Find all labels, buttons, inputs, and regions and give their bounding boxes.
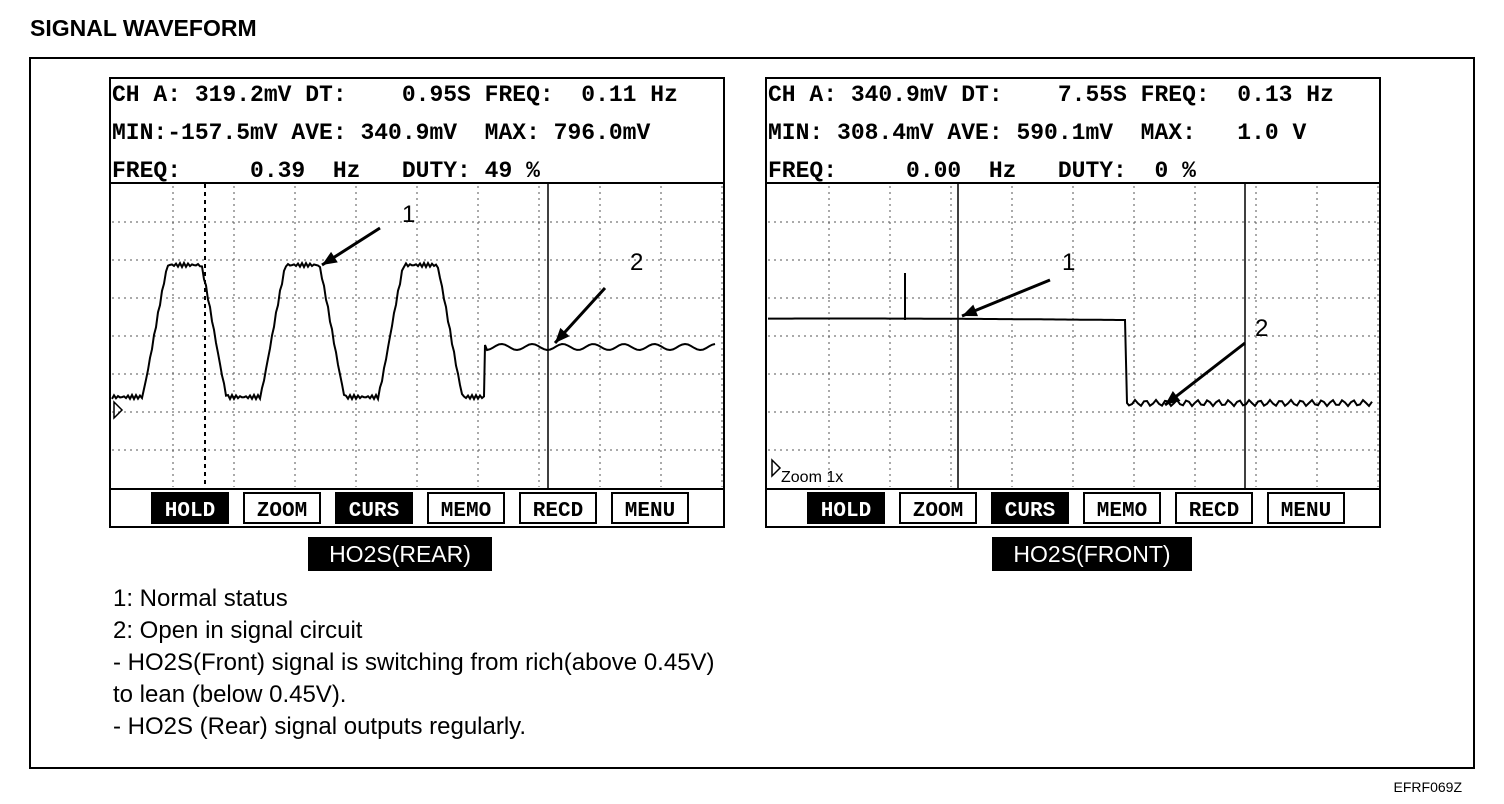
trigger-marker [113,400,124,420]
readout-line: CH A: 340.9mV DT: 7.55S FREQ: 0.13 Hz [768,82,1334,108]
trace [768,317,1373,408]
button-box [427,492,505,524]
button-label: MENU [625,500,675,523]
note-line: - HO2S (Rear) signal outputs regularly. [113,713,526,740]
note-line: to lean (below 0.45V). [113,681,346,708]
arrow-head [962,304,978,317]
button-label: MEMO [441,500,491,523]
button-label: ZOOM [257,500,307,523]
button-box [335,492,413,524]
panel-label-box [308,537,492,571]
button-box [1267,492,1345,524]
button-label: RECD [533,500,583,523]
readout-line: CH A: 319.2mV DT: 0.95S FREQ: 0.11 Hz [112,82,678,108]
callout: 1 [1062,249,1075,276]
title: SIGNAL WAVEFORM [30,15,257,41]
button-box [807,492,885,524]
arrow-head [555,327,570,343]
trigger-marker [771,458,782,478]
callout: 1 [402,201,415,228]
button-box [899,492,977,524]
button-label: HOLD [165,500,215,523]
button-label: MEMO [1097,500,1147,523]
button-label: CURS [1005,500,1055,523]
note-line: - HO2S(Front) signal is switching from r… [113,649,715,676]
arrow-head [1165,391,1181,405]
readout-line: FREQ: 0.39 Hz DUTY: 49 % [112,158,540,184]
panel-label: HO2S(FRONT) [1013,541,1170,567]
callout: 2 [630,249,643,276]
button-label: HOLD [821,500,871,523]
screen [109,77,725,528]
trace [111,260,716,403]
frame [29,57,1475,769]
button-label: MENU [1281,500,1331,523]
panel-label-box [992,537,1192,571]
arrow [1164,341,1246,407]
button-box [151,492,229,524]
button-box [1083,492,1161,524]
note-line: 1: Normal status [113,585,288,612]
callout: 2 [1255,315,1268,342]
readout-line: FREQ: 0.00 Hz DUTY: 0 % [768,158,1196,184]
readout-line: MIN: 308.4mV AVE: 590.1mV MAX: 1.0 V [768,120,1306,146]
figure-code: EFRF069Z [1394,779,1463,795]
arrow [961,278,1051,318]
zoom-label: Zoom 1x [781,469,843,486]
note-line: 2: Open in signal circuit [113,617,363,644]
button-box [1175,492,1253,524]
button-box [519,492,597,524]
panel-label: HO2S(REAR) [329,541,471,567]
arrow-head [322,251,338,265]
button-label: CURS [349,500,399,523]
button-label: ZOOM [913,500,963,523]
button-label: RECD [1189,500,1239,523]
button-box [991,492,1069,524]
button-box [243,492,321,524]
button-box [611,492,689,524]
screen [765,77,1381,528]
readout-line: MIN:-157.5mV AVE: 340.9mV MAX: 796.0mV [112,120,650,146]
